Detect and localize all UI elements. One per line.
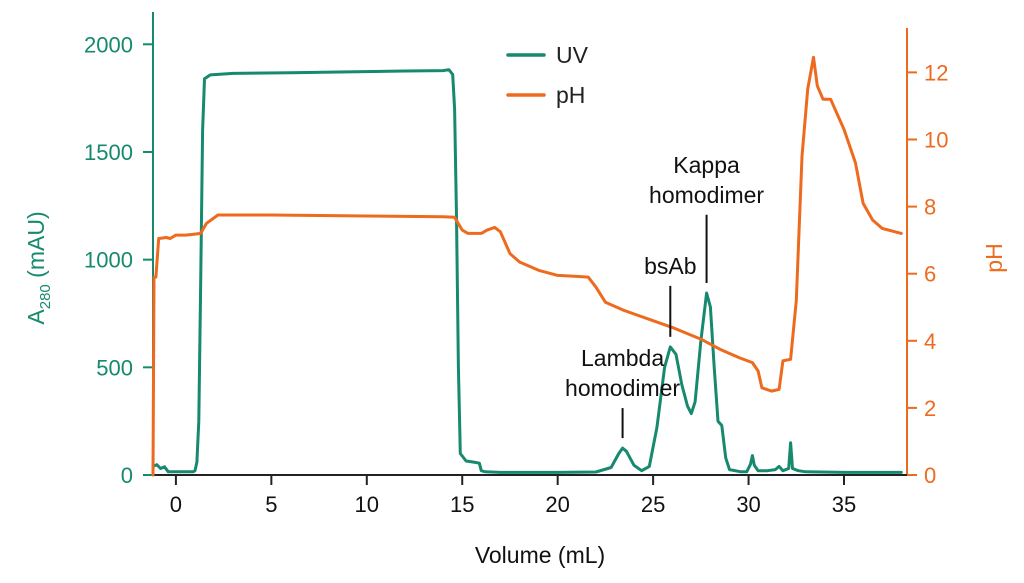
legend-label-uv: UV — [556, 42, 589, 68]
y-right-tick-label: 10 — [924, 127, 948, 152]
x-tick-label: 15 — [450, 492, 474, 517]
x-tick-label: 30 — [736, 492, 760, 517]
x-tick-label: 35 — [832, 492, 856, 517]
y-left-title-main: A — [23, 309, 49, 325]
y-right-tick-label: 8 — [924, 195, 936, 220]
y-right-tick-label: 2 — [924, 396, 936, 421]
y-right-axis-title: pH — [981, 243, 1007, 272]
x-tick-label: 0 — [170, 492, 182, 517]
x-axis-title: Volume (mL) — [475, 542, 605, 568]
y-left-tick-label: 1500 — [84, 140, 133, 165]
annotation-label: homodimer — [649, 182, 764, 208]
legend-label-ph: pH — [556, 82, 585, 108]
annotations: Kappa homodimer bsAb Lambda homodimer — [565, 152, 764, 439]
y-left-tick-label: 1000 — [84, 248, 133, 273]
legend: UV pH — [506, 42, 589, 108]
y-left-tick-label: 0 — [121, 463, 133, 488]
series-line-uv — [151, 68, 903, 474]
series-line-ph — [151, 55, 903, 477]
annotation-label: Kappa — [673, 152, 740, 178]
annotation-label: bsAb — [644, 253, 696, 279]
x-tick-label: 25 — [641, 492, 665, 517]
annotation-label: Lambda — [581, 345, 664, 371]
y-right-tick-label: 6 — [924, 262, 936, 287]
y-left-tick-label: 500 — [96, 355, 133, 380]
axes: 0 5 10 15 20 25 30 35 0 500 1000 1500 2000 0 2 4 6 8 10 12 — [84, 12, 948, 517]
series-layer — [151, 55, 903, 477]
y-left-title-unit: (mAU) — [23, 211, 49, 284]
x-tick-label: 20 — [545, 492, 569, 517]
y-right-tick-label: 4 — [924, 329, 936, 354]
annotation-label: homodimer — [565, 375, 680, 401]
x-tick-label: 5 — [265, 492, 277, 517]
y-left-title-sub: 280 — [37, 284, 54, 309]
y-left-axis-title: A280 (mAU) — [23, 211, 54, 324]
y-right-tick-label: 12 — [924, 60, 948, 85]
y-left-tick-label: 2000 — [84, 32, 133, 57]
x-tick-label: 10 — [355, 492, 379, 517]
y-right-tick-label: 0 — [924, 463, 936, 488]
